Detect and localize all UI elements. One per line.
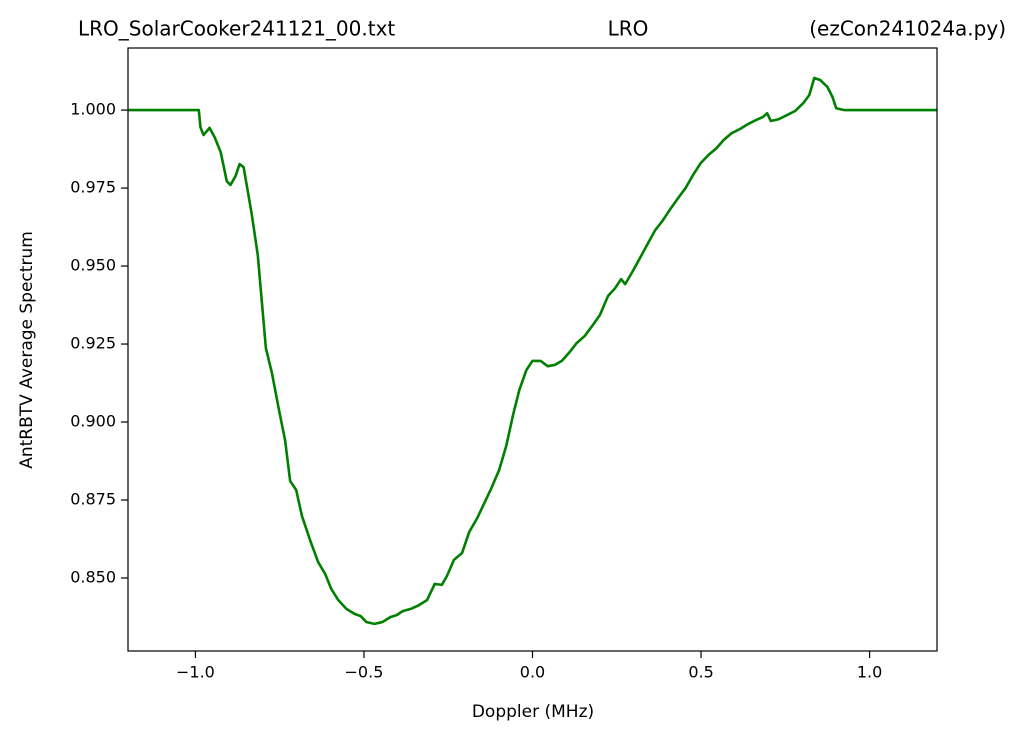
x-tick-label: 1.0	[857, 663, 882, 682]
y-axis-label: AntRBTV Average Spectrum	[17, 231, 37, 469]
chart-title: LRO_SolarCooker241121_00.txt	[78, 17, 395, 41]
y-tick-label: 0.975	[70, 178, 116, 197]
x-tick-label: −0.5	[345, 663, 384, 682]
x-axis-label: Doppler (MHz)	[472, 702, 594, 722]
y-tick-label: 0.900	[70, 412, 116, 431]
x-tick-label: −1.0	[176, 663, 215, 682]
y-tick-label: 0.875	[70, 490, 116, 509]
y-tick-label: 0.850	[70, 568, 116, 587]
y-tick-label: 0.925	[70, 334, 116, 353]
chart-title-right: (ezCon241024a.py)	[809, 17, 1006, 41]
chart-title-center: LRO	[608, 17, 649, 41]
y-tick-label: 1.000	[70, 100, 116, 119]
x-tick-label: 0.0	[520, 663, 545, 682]
y-tick-label: 0.950	[70, 256, 116, 275]
x-tick-label: 0.5	[688, 663, 713, 682]
data-line	[128, 76, 937, 626]
plot-frame	[127, 47, 938, 652]
